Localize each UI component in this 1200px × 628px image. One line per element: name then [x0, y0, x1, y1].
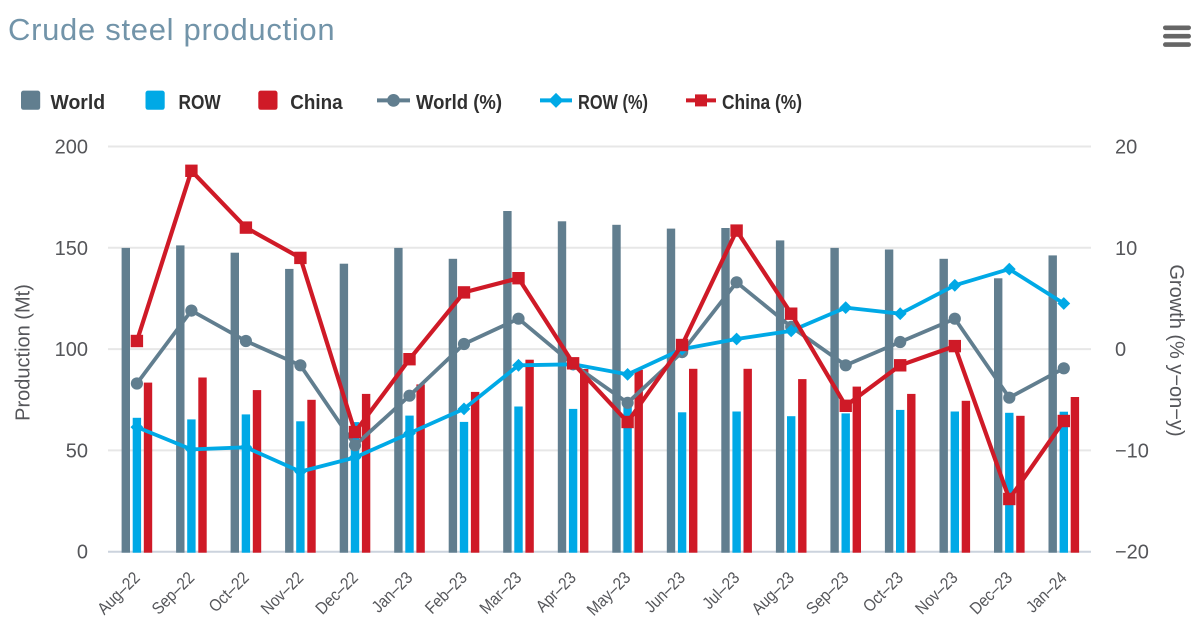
- svg-text:10: 10: [1115, 238, 1137, 260]
- svg-text:200: 200: [55, 137, 88, 159]
- svg-text:0: 0: [1115, 339, 1126, 361]
- svg-text:Growth (% y−on−y): Growth (% y−on−y): [1165, 264, 1187, 436]
- svg-text:China: China: [290, 92, 343, 114]
- svg-text:Crude steel production: Crude steel production: [8, 12, 335, 47]
- svg-text:China (%): China (%): [722, 92, 802, 114]
- svg-text:ROW: ROW: [179, 92, 221, 114]
- svg-text:20: 20: [1115, 137, 1137, 159]
- svg-text:World (%): World (%): [416, 92, 502, 114]
- svg-text:World: World: [51, 92, 106, 114]
- svg-text:Production (Mt): Production (Mt): [13, 284, 35, 421]
- svg-text:50: 50: [66, 440, 88, 462]
- svg-text:ROW (%): ROW (%): [578, 92, 648, 114]
- svg-text:0: 0: [77, 542, 88, 564]
- svg-text:−20: −20: [1115, 542, 1149, 564]
- svg-text:−10: −10: [1115, 440, 1149, 462]
- svg-text:100: 100: [55, 339, 88, 361]
- svg-text:150: 150: [55, 238, 88, 260]
